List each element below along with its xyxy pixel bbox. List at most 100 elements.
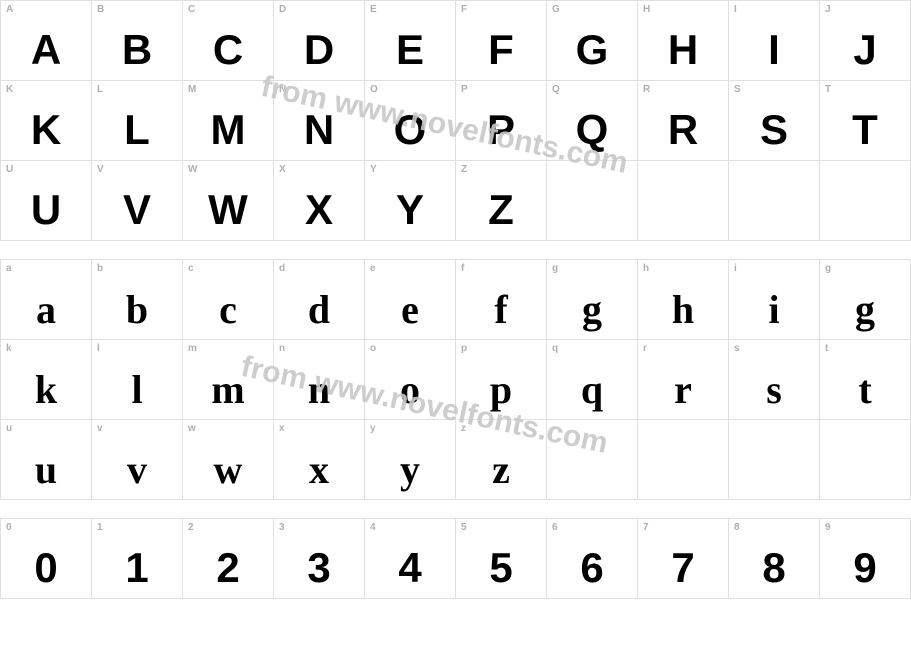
cell-label: a [6,263,12,274]
cell-label: J [825,4,831,15]
glyph-cell: gg [547,260,638,340]
glyph-cell: MM [183,81,274,161]
cell-glyph: k [35,366,57,413]
cell-glyph: A [31,26,61,74]
glyph-cell: TT [820,81,911,161]
cell-glyph: C [213,26,243,74]
glyph-cell: kk [1,340,92,420]
glyph-cell: AA [1,1,92,81]
glyph-cell: ww [183,420,274,500]
glyph-cell: PP [456,81,547,161]
cell-glyph: 2 [216,544,239,592]
cell-label: I [734,4,737,15]
cell-label: G [552,4,560,15]
cell-glyph: 9 [853,544,876,592]
cell-glyph: m [211,366,244,413]
cell-label: P [461,84,468,95]
cell-label: H [643,4,650,15]
cell-glyph: v [127,446,147,493]
cell-label: 5 [461,522,467,533]
cell-label: 0 [6,522,12,533]
cell-glyph: W [208,186,248,234]
glyph-cell: ff [456,260,547,340]
cell-label: Q [552,84,560,95]
cell-glyph: e [401,286,419,333]
glyph-cell: 99 [820,519,911,599]
cell-label: c [188,263,194,274]
glyph-cell: rr [638,340,729,420]
cell-glyph: g [582,286,602,333]
cell-glyph: T [852,106,878,154]
cell-glyph: B [122,26,152,74]
cell-glyph: O [394,106,427,154]
glyph-cell: 44 [365,519,456,599]
glyph-cell: ii [729,260,820,340]
glyph-cell: ss [729,340,820,420]
glyph-cell: BB [92,1,183,81]
cell-glyph: M [211,106,246,154]
cell-label: l [97,343,100,354]
glyph-cell: 55 [456,519,547,599]
cell-glyph: n [308,366,330,413]
cell-label: S [734,84,741,95]
glyph-cell: FF [456,1,547,81]
cell-glyph: z [492,446,510,493]
cell-label: 8 [734,522,740,533]
cell-label: m [188,343,197,354]
cell-glyph: 7 [671,544,694,592]
glyph-cell: hh [638,260,729,340]
glyph-cell: 66 [547,519,638,599]
glyph-cell: 22 [183,519,274,599]
uppercase-grid: AABBCCDDEEFFGGHHIIJJKKLLMMNNOOPPQQRRSSTT… [0,0,911,241]
glyph-cell: VV [92,161,183,241]
cell-label: k [6,343,12,354]
glyph-cell: SS [729,81,820,161]
glyph-cell: xx [274,420,365,500]
cell-glyph: R [668,106,698,154]
cell-glyph: E [396,26,424,74]
cell-label: 7 [643,522,649,533]
cell-label: U [6,164,13,175]
glyph-cell: zz [456,420,547,500]
cell-glyph: i [768,286,779,333]
glyph-cell [729,161,820,241]
glyph-cell: nn [274,340,365,420]
glyph-cell: qq [547,340,638,420]
cell-label: z [461,423,466,434]
glyph-cell: mm [183,340,274,420]
glyph-cell: GG [547,1,638,81]
cell-label: K [6,84,13,95]
glyph-cell: QQ [547,81,638,161]
cell-label: w [188,423,196,434]
glyph-cell: gg [820,260,911,340]
cell-glyph: 3 [307,544,330,592]
cell-label: 6 [552,522,558,533]
cell-label: 1 [97,522,103,533]
cell-label: 9 [825,522,831,533]
glyph-cell [547,420,638,500]
glyph-cell: DD [274,1,365,81]
cell-glyph: Q [576,106,609,154]
cell-label: Y [370,164,377,175]
cell-glyph: 1 [125,544,148,592]
cell-label: B [97,4,104,15]
cell-glyph: U [31,186,61,234]
cell-glyph: F [488,26,514,74]
glyph-cell [638,161,729,241]
cell-glyph: c [219,286,237,333]
cell-label: R [643,84,650,95]
glyph-cell: OO [365,81,456,161]
cell-glyph: 5 [489,544,512,592]
glyph-cell: WW [183,161,274,241]
cell-label: Z [461,164,467,175]
cell-label: E [370,4,377,15]
cell-label: N [279,84,286,95]
cell-label: r [643,343,647,354]
cell-label: s [734,343,740,354]
cell-label: A [6,4,13,15]
cell-label: y [370,423,376,434]
glyph-cell: oo [365,340,456,420]
glyph-cell: ZZ [456,161,547,241]
glyph-cell: CC [183,1,274,81]
cell-label: C [188,4,195,15]
